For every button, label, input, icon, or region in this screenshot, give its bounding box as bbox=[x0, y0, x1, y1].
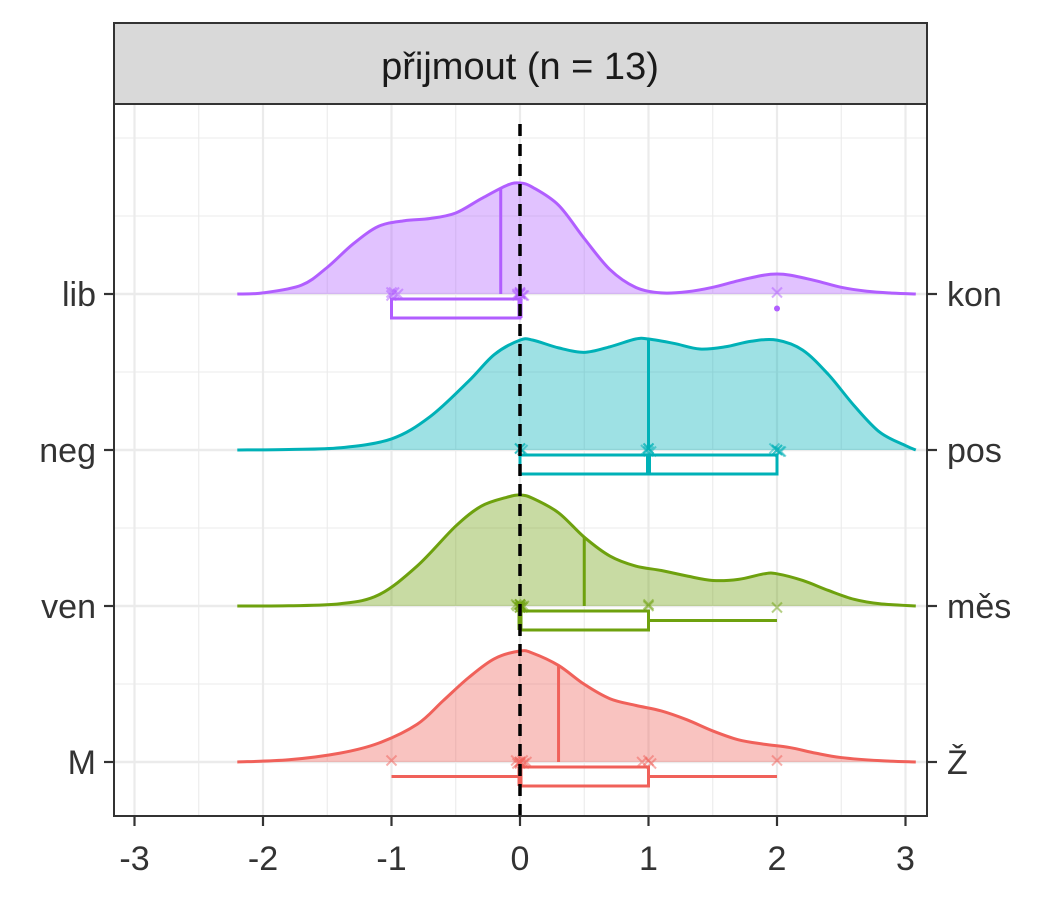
data-point-M bbox=[636, 756, 648, 768]
data-point-M bbox=[645, 757, 657, 770]
point-stroke bbox=[771, 601, 783, 614]
point-stroke bbox=[645, 757, 657, 770]
y-tick-label-right: Ž bbox=[947, 744, 968, 782]
data-point-neg bbox=[642, 442, 655, 455]
x-tick-label: -3 bbox=[119, 840, 149, 878]
facet-strip bbox=[113, 22, 928, 105]
x-tick-label: 1 bbox=[639, 840, 658, 878]
x-tick-label: -2 bbox=[248, 840, 278, 878]
density-area-lib bbox=[237, 182, 916, 294]
data-point-ven bbox=[642, 598, 655, 611]
x-tick-label: 2 bbox=[768, 840, 787, 878]
point-stroke bbox=[771, 754, 783, 767]
y-tick-label-right: měs bbox=[947, 588, 1011, 626]
x-tick-label: 3 bbox=[896, 840, 915, 878]
outlier-point-lib bbox=[774, 305, 780, 312]
y-tick-label-left: lib bbox=[62, 276, 96, 314]
density-line-M bbox=[237, 649, 916, 764]
point-stroke bbox=[385, 754, 398, 767]
point-stroke bbox=[642, 442, 655, 455]
data-point-M bbox=[771, 754, 783, 767]
density-line-neg bbox=[237, 336, 917, 452]
density-line-ven bbox=[237, 493, 916, 608]
y-tick-label-left: neg bbox=[39, 432, 96, 470]
facet-title: přijmout (n = 13) bbox=[381, 46, 659, 88]
data-point-lib bbox=[771, 286, 783, 299]
density-line-lib bbox=[237, 181, 916, 296]
data-point-ven bbox=[642, 600, 655, 612]
y-tick-label-left: ven bbox=[41, 588, 96, 626]
data-point-lib bbox=[388, 286, 400, 299]
density-area-M bbox=[237, 650, 916, 762]
y-tick-label-right: kon bbox=[947, 276, 1002, 314]
density-areas bbox=[237, 181, 917, 764]
point-stroke bbox=[642, 600, 655, 612]
y-tick-label-right: pos bbox=[947, 432, 1002, 470]
point-stroke bbox=[642, 598, 655, 611]
point-stroke bbox=[773, 445, 786, 458]
data-point-M bbox=[385, 754, 398, 767]
data-point-neg bbox=[773, 445, 786, 458]
point-stroke bbox=[510, 754, 522, 767]
point-stroke bbox=[636, 756, 648, 768]
data-point-ven bbox=[771, 601, 783, 614]
y-tick-label-left: M bbox=[68, 744, 96, 782]
x-tick-label: 0 bbox=[511, 840, 530, 878]
data-point-M bbox=[510, 754, 522, 767]
point-stroke bbox=[385, 286, 398, 299]
point-stroke bbox=[514, 756, 526, 768]
point-stroke bbox=[771, 286, 783, 299]
x-tick-label: -1 bbox=[376, 840, 406, 878]
density-area-neg bbox=[237, 338, 916, 450]
point-stroke bbox=[388, 286, 400, 299]
